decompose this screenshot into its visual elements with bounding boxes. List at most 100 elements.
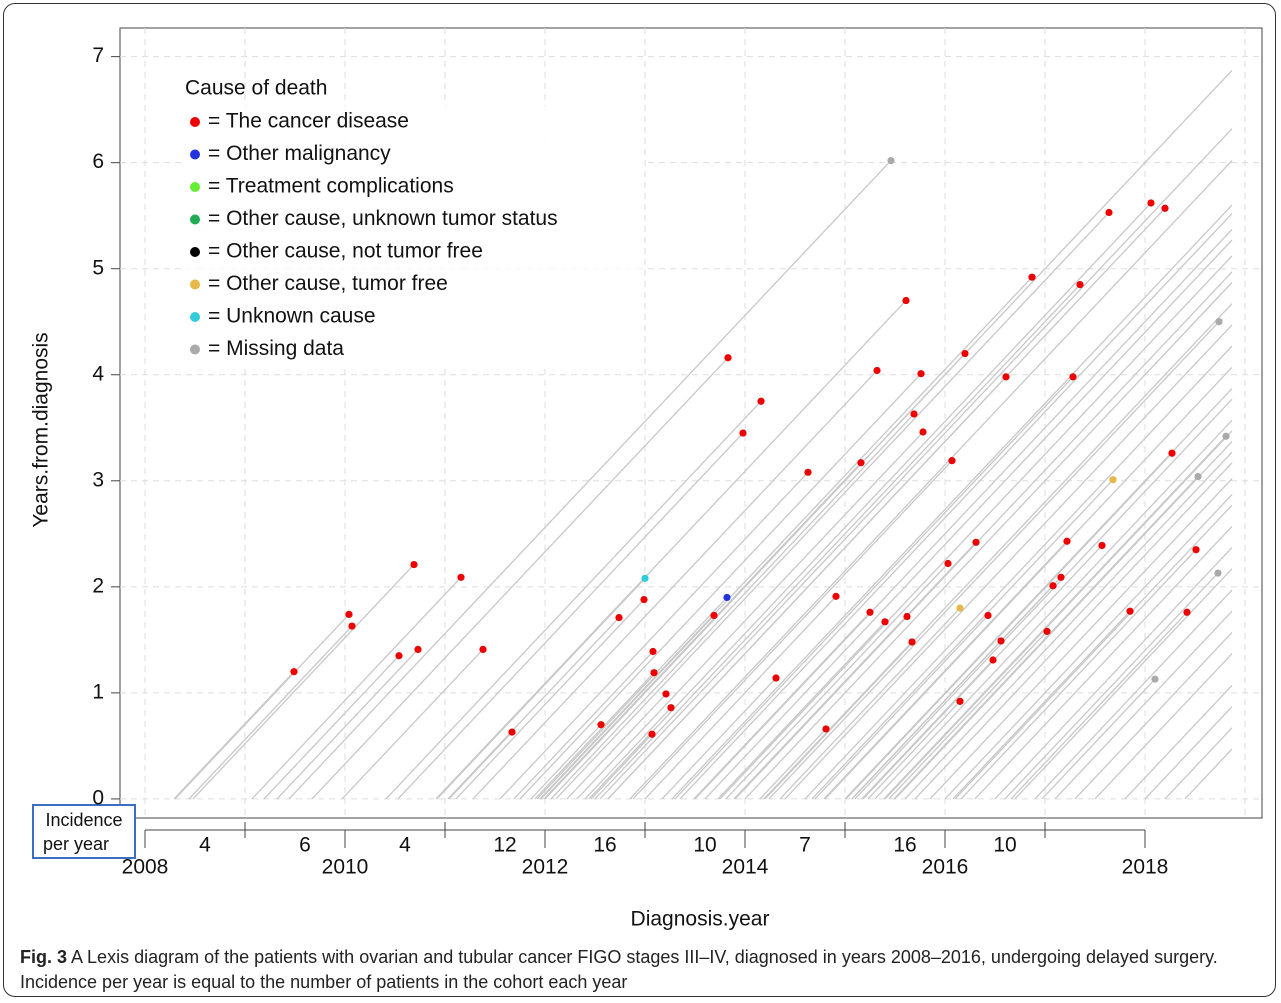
lifeline	[188, 625, 353, 800]
y-tick-label: 1	[92, 680, 104, 703]
death-point	[508, 728, 516, 736]
death-point	[1109, 476, 1117, 484]
censored-lifeline	[844, 388, 1233, 800]
lifeline	[436, 577, 646, 800]
death-point	[772, 674, 780, 682]
death-point	[395, 652, 403, 660]
death-point	[757, 397, 765, 405]
death-point	[1126, 607, 1134, 615]
lifeline	[763, 641, 913, 800]
y-axis-label: Years.from.diagnosis	[30, 332, 53, 527]
death-point	[1049, 582, 1057, 590]
frame	[3, 3, 1276, 997]
legend-bg	[182, 203, 642, 236]
death-point	[641, 574, 649, 582]
plot-box	[119, 27, 1263, 819]
legend-bg	[182, 138, 642, 171]
censored-lifeline	[599, 128, 1233, 800]
lifeline	[455, 599, 645, 800]
legend-label: = The cancer disease	[208, 110, 409, 133]
censored-lifeline	[1014, 568, 1233, 800]
lifeline	[661, 677, 777, 800]
incidence-value: 16	[593, 834, 616, 857]
lifeline	[472, 370, 878, 800]
lifeline	[888, 630, 1048, 800]
legend-marker	[190, 214, 200, 225]
incidence-box	[32, 804, 136, 859]
x-tick-label: 2014	[722, 856, 769, 879]
lifeline	[447, 617, 620, 800]
lifeline	[607, 207, 1166, 800]
censored-lifeline	[874, 419, 1233, 800]
lifeline	[566, 693, 667, 800]
censored-lifeline	[1124, 685, 1233, 800]
lifeline	[173, 671, 295, 800]
lifeline	[883, 435, 1227, 800]
death-point	[1151, 675, 1159, 683]
death-point	[662, 690, 670, 698]
censored-lifeline	[929, 478, 1233, 800]
lifeline	[1041, 678, 1156, 800]
lifeline	[435, 300, 907, 800]
death-point	[1098, 541, 1106, 550]
death-point	[881, 618, 889, 626]
chart: Diagnosis.year Years.from.diagnosis Inci…	[30, 27, 1263, 931]
death-point	[667, 704, 675, 712]
death-point	[739, 429, 747, 437]
legend-label: = Other cause, unknown tumor status	[208, 207, 558, 230]
incidence-value: 10	[993, 834, 1016, 857]
lifeline	[276, 648, 419, 800]
censored-lifeline	[679, 213, 1233, 800]
lifeline	[536, 596, 728, 800]
caption-text: A Lexis diagram of the patients with ova…	[20, 947, 1218, 992]
x-axis-label: Diagnosis.year	[631, 908, 770, 931]
lifeline	[594, 284, 1081, 800]
death-point	[1069, 373, 1077, 381]
lifeline	[632, 460, 953, 800]
death-point	[724, 354, 732, 362]
lifeline	[862, 545, 1103, 800]
lifeline	[590, 733, 653, 800]
death-point	[1063, 537, 1071, 545]
lifeline	[693, 611, 871, 800]
legend-label: = Other malignancy	[208, 142, 391, 165]
points	[290, 156, 1230, 738]
lifeline	[779, 607, 961, 800]
x-tick-label: 2016	[922, 856, 969, 879]
death-point	[804, 468, 812, 476]
death-point	[1161, 204, 1169, 212]
legend-label: = Treatment complications	[208, 175, 454, 198]
lifeline	[1010, 611, 1188, 800]
censored-lifeline	[694, 229, 1233, 800]
death-point	[956, 697, 964, 705]
y-tick-label: 7	[92, 44, 104, 67]
legend-bg	[182, 171, 642, 203]
death-point	[1168, 449, 1176, 457]
death-point	[822, 725, 830, 733]
lifeline	[759, 728, 827, 800]
lifeline	[174, 613, 350, 800]
death-point	[1057, 573, 1065, 581]
legend-marker	[190, 182, 200, 192]
death-point	[989, 656, 997, 664]
death-point	[723, 593, 731, 602]
death-point	[1192, 546, 1200, 554]
death-point	[649, 647, 657, 656]
death-point	[1147, 199, 1155, 207]
censored-lifeline	[629, 160, 1233, 800]
death-point	[710, 611, 718, 620]
censored-lifeline	[1034, 589, 1233, 800]
death-point	[997, 637, 1005, 645]
lifeline	[550, 413, 915, 800]
incidence-label: Incidence per year	[43, 810, 123, 854]
caption: Fig. 3 A Lexis diagram of the patients w…	[20, 945, 1250, 995]
lifeline	[192, 564, 415, 800]
lifelines	[173, 69, 1233, 800]
censored-lifeline	[804, 345, 1233, 800]
lifeline	[584, 707, 672, 800]
death-point	[873, 366, 881, 375]
death-point	[1002, 373, 1010, 381]
lifeline	[385, 400, 762, 800]
censored-lifeline	[944, 494, 1233, 800]
censored-lifeline	[1074, 631, 1233, 800]
